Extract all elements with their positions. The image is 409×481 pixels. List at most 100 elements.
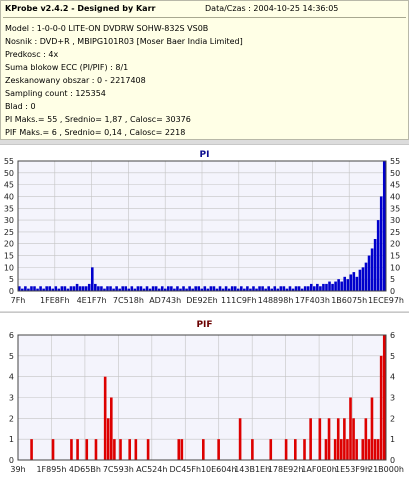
scan-date: Data/Czas : 2004-10-25 14:36:05 [205,4,339,13]
pi-bar [236,288,240,291]
pi-bar [252,286,255,291]
pi-bar [200,288,204,291]
pif-bar [367,439,371,460]
pif-frame [17,334,387,461]
pif-bar [180,439,184,460]
pi-bar [346,279,350,291]
pif-ytick-left: 6 [9,331,14,340]
pi-ytick-left: 15 [4,252,14,261]
pi-bar [188,286,191,291]
pi-bar [191,288,194,291]
pi-bar [36,288,39,291]
pi-ytick-right: 0 [390,287,395,296]
pi-ytick-right: 40 [390,192,400,201]
pif-ytick-left: 4 [9,373,14,382]
pi-bar [297,286,301,291]
pi-bar [72,286,76,291]
pi-bar [227,288,231,291]
pi-bar [264,288,267,291]
pif-bar [349,397,352,460]
pi-bar [255,288,258,291]
pif-xtick-label: AC524h [136,465,167,474]
pi-bar [322,283,325,291]
pi-bar [173,288,176,291]
pi-bar [81,286,85,291]
pi-bar [45,286,48,291]
pif-xtick-label: 4D65Bh [69,465,101,474]
pif-summary-line: PIF Maks.= 6 , Srednio= 0,14 , Calosc= 2… [5,128,186,137]
pi-ytick-right: 20 [390,240,400,249]
pi-bar [133,288,137,291]
pif-xtick-label: 21B000h [368,465,404,474]
pi-bar [325,283,328,291]
pi-bar [27,288,30,291]
pi-chart-title: PI [199,150,210,160]
pi-bar [319,286,322,291]
pi-ytick-right: 35 [390,204,400,213]
pi-xtick-label: AD743h [149,296,181,305]
pi-bar [328,281,331,291]
pif-bar [343,418,346,460]
pi-bar [130,286,134,291]
pi-xtick-label: 17F403h [295,296,330,305]
pi-bar [382,161,386,291]
pi-ytick-right: 45 [390,181,400,190]
pi-bar [124,286,128,291]
pif-chart-title: PIF [196,320,213,330]
pi-bar [51,288,55,291]
pif-ytick-right: 2 [390,414,395,423]
pi-bar [267,286,270,291]
pi-bar [182,286,185,291]
pif-ytick-right: 5 [390,352,395,361]
pi-bar [233,286,237,291]
pi-bar [206,288,210,291]
pif-ytick-left: 5 [9,352,14,361]
pi-ytick-left: 25 [4,228,14,237]
pi-bar [66,288,70,291]
pi-bar [373,239,377,291]
pif-bar [376,439,380,460]
pif-bar [94,439,98,460]
pi-bar [142,288,146,291]
pif-bar [269,439,273,460]
pif-ytick-right: 1 [390,435,395,444]
pif-bar [382,335,386,460]
pi-ytick-left: 0 [9,287,14,296]
app-title: KProbe v2.4.2 - Designed by Karr [5,4,156,13]
pif-bar [134,439,138,460]
pi-bar [203,286,207,291]
pi-bar [151,286,155,291]
pi-bar [294,286,298,291]
pi-frame [17,160,387,292]
pif-bar [324,439,328,460]
pi-ytick-right: 30 [390,216,400,225]
pi-bar [60,286,64,291]
pi-ytick-right: 15 [390,252,400,261]
pif-xtick-label: 7C593h [103,465,134,474]
pi-bar [118,288,121,291]
pi-bar [163,288,167,291]
pi-bar [364,262,368,291]
pi-bar [160,286,164,291]
pif-xtick-label: 1F895h [36,465,66,474]
pif-xtick-label: 1AF0E0h [301,465,336,474]
pi-bar [276,288,280,291]
pi-bar [361,267,365,291]
pi-xtick-label: 1ECE97h [368,296,404,305]
pif-bar [128,439,132,460]
pi-bar [291,288,295,291]
pif-bar [106,418,110,460]
pi-bar [115,286,118,291]
pi-bar [230,286,234,291]
pif-bar [217,439,220,460]
pif-ytick-left: 0 [9,456,14,465]
pi-ytick-left: 10 [4,263,14,272]
pi-bar [355,276,359,291]
pif-bar [361,439,365,460]
pi-ytick-left: 55 [4,157,14,166]
pi-bar [376,220,380,291]
pi-bar [300,288,304,291]
pif-ytick-left: 2 [9,414,14,423]
pi-bar [39,286,42,291]
pi-bar [379,196,383,291]
